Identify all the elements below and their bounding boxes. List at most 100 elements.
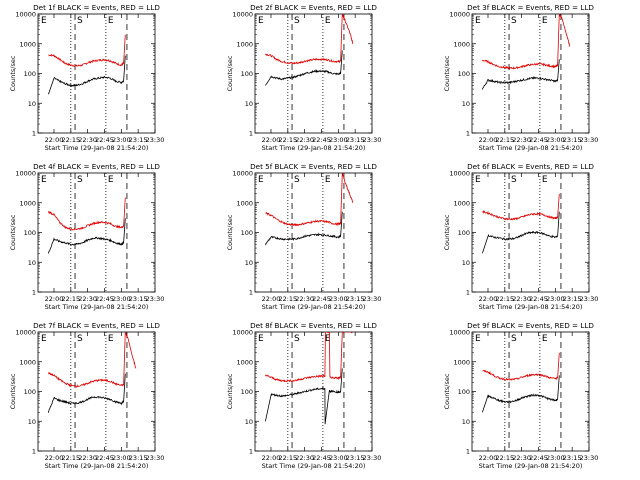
x-tick-label: 23:15 <box>563 136 582 144</box>
x-tick-label: 22:45 <box>529 454 548 462</box>
x-tick-label: 23:30 <box>146 454 165 462</box>
x-tick-label: 23:00 <box>329 295 348 303</box>
y-tick-label: 10 <box>28 418 36 426</box>
chart-panel-6: Det 6f BLACK = Events, RED = LLD 1 10 100 10… <box>443 162 598 311</box>
x-tick-label: 23:00 <box>329 454 348 462</box>
y-tick-label: 100 <box>458 388 470 396</box>
plot-frame <box>471 331 590 452</box>
series-lld-line <box>48 34 126 67</box>
marker-label: E <box>475 16 481 26</box>
series-events-line <box>482 375 560 413</box>
x-axis-label: Start Time (29-Jan-08 21:54:20) <box>45 462 149 470</box>
x-axis-label: Start Time (29-Jan-08 21:54:20) <box>45 144 149 152</box>
x-tick-label: 22:00 <box>479 136 498 144</box>
y-tick-label: 1000 <box>453 199 470 207</box>
series-lld-line <box>482 352 560 381</box>
x-tick-label: 22:00 <box>479 295 498 303</box>
x-tick-label: 22:30 <box>78 136 97 144</box>
x-tick-label: 23:00 <box>546 454 565 462</box>
x-tick-label: 22:45 <box>312 136 331 144</box>
y-tick-label: 1 <box>32 448 36 456</box>
x-tick-label: 22:00 <box>45 454 64 462</box>
y-tick-label: 10000 <box>15 329 36 337</box>
x-tick-label: 22:15 <box>61 136 80 144</box>
y-tick-label: 100 <box>458 229 470 237</box>
series-lld-line <box>482 14 571 71</box>
x-tick-label: 22:15 <box>278 136 297 144</box>
x-tick-label: 23:15 <box>346 295 365 303</box>
x-axis-label: Start Time (29-Jan-08 21:54:20) <box>262 462 366 470</box>
marker-label: E <box>41 334 47 344</box>
chart-panel-4: Det 4f BLACK = Events, RED = LLD 1 10 100 10… <box>9 162 164 311</box>
x-tick-label: 22:45 <box>95 295 114 303</box>
marker-label: S <box>511 16 517 26</box>
marker-label: S <box>511 334 517 344</box>
marker-label: E <box>325 16 331 26</box>
x-axis-label: Start Time (29-Jan-08 21:54:20) <box>262 144 366 152</box>
x-tick-label: 22:00 <box>262 136 281 144</box>
x-tick-label: 23:15 <box>346 136 365 144</box>
series-lld-line <box>482 193 560 221</box>
x-tick-label: 22:15 <box>495 454 514 462</box>
x-tick-label: 22:30 <box>295 136 314 144</box>
plot-frame <box>254 331 373 452</box>
y-axis-label: Counts/sec <box>9 214 17 250</box>
x-tick-label: 22:30 <box>512 454 531 462</box>
chart-panel-2: Det 2f BLACK = Events, RED = LLD 1 10 100 10… <box>226 3 381 152</box>
y-axis-label: Counts/sec <box>443 373 451 409</box>
chart-title: Det 6f BLACK = Events, RED = LLD <box>467 162 594 171</box>
x-tick-label: 23:00 <box>112 454 131 462</box>
x-axis-label: Start Time (29-Jan-08 21:54:20) <box>479 462 583 470</box>
y-tick-label: 100 <box>24 229 36 237</box>
chart-panel-3: Det 3f BLACK = Events, RED = LLD 1 10 100 10… <box>443 3 598 152</box>
y-tick-label: 10000 <box>232 329 253 337</box>
y-axis-label: Counts/sec <box>226 214 234 250</box>
plot-frame <box>471 13 590 134</box>
chart-title: Det 5f BLACK = Events, RED = LLD <box>250 162 377 171</box>
x-tick-label: 22:00 <box>45 295 64 303</box>
series-lld-line <box>48 332 137 388</box>
marker-label: E <box>325 175 331 185</box>
x-tick-label: 22:30 <box>512 136 531 144</box>
x-tick-label: 23:30 <box>580 454 599 462</box>
x-tick-label: 22:45 <box>95 454 114 462</box>
series-lld-line <box>265 173 354 227</box>
y-tick-label: 10000 <box>449 170 470 178</box>
x-tick-label: 23:30 <box>363 136 382 144</box>
y-tick-label: 10000 <box>449 329 470 337</box>
x-tick-label: 22:15 <box>61 295 80 303</box>
marker-label: E <box>258 16 264 26</box>
y-tick-label: 1 <box>249 130 253 138</box>
chart-title: Det 7f BLACK = Events, RED = LLD <box>33 321 160 330</box>
x-tick-label: 22:15 <box>278 295 297 303</box>
marker-label: E <box>475 334 481 344</box>
y-tick-label: 1000 <box>19 358 36 366</box>
plot-frame <box>37 331 156 452</box>
y-tick-label: 100 <box>24 70 36 78</box>
chart-title: Det 9f BLACK = Events, RED = LLD <box>467 321 594 330</box>
x-axis-label: Start Time (29-Jan-08 21:54:20) <box>45 303 149 311</box>
y-tick-label: 1000 <box>19 199 36 207</box>
y-tick-label: 10000 <box>232 11 253 19</box>
series-events-line <box>265 50 343 86</box>
marker-label: S <box>77 16 83 26</box>
x-tick-label: 23:30 <box>580 295 599 303</box>
chart-panel-7: Det 7f BLACK = Events, RED = LLD 1 10 100 10… <box>9 321 164 470</box>
y-tick-label: 10000 <box>232 170 253 178</box>
x-tick-label: 22:00 <box>262 295 281 303</box>
y-axis-label: Counts/sec <box>443 214 451 250</box>
chart-panel-5: Det 5f BLACK = Events, RED = LLD 1 10 100 10… <box>226 162 381 311</box>
plot-frame <box>254 172 373 293</box>
marker-label: E <box>41 175 47 185</box>
x-tick-label: 22:00 <box>479 454 498 462</box>
x-tick-label: 22:30 <box>295 454 314 462</box>
marker-label: S <box>294 16 300 26</box>
y-tick-label: 10 <box>245 100 253 108</box>
x-tick-label: 23:00 <box>112 295 131 303</box>
y-tick-label: 1 <box>249 448 253 456</box>
marker-label: S <box>77 175 83 185</box>
marker-label: E <box>542 16 548 26</box>
y-axis-label: Counts/sec <box>226 373 234 409</box>
y-tick-label: 10 <box>462 259 470 267</box>
marker-label: S <box>511 175 517 185</box>
